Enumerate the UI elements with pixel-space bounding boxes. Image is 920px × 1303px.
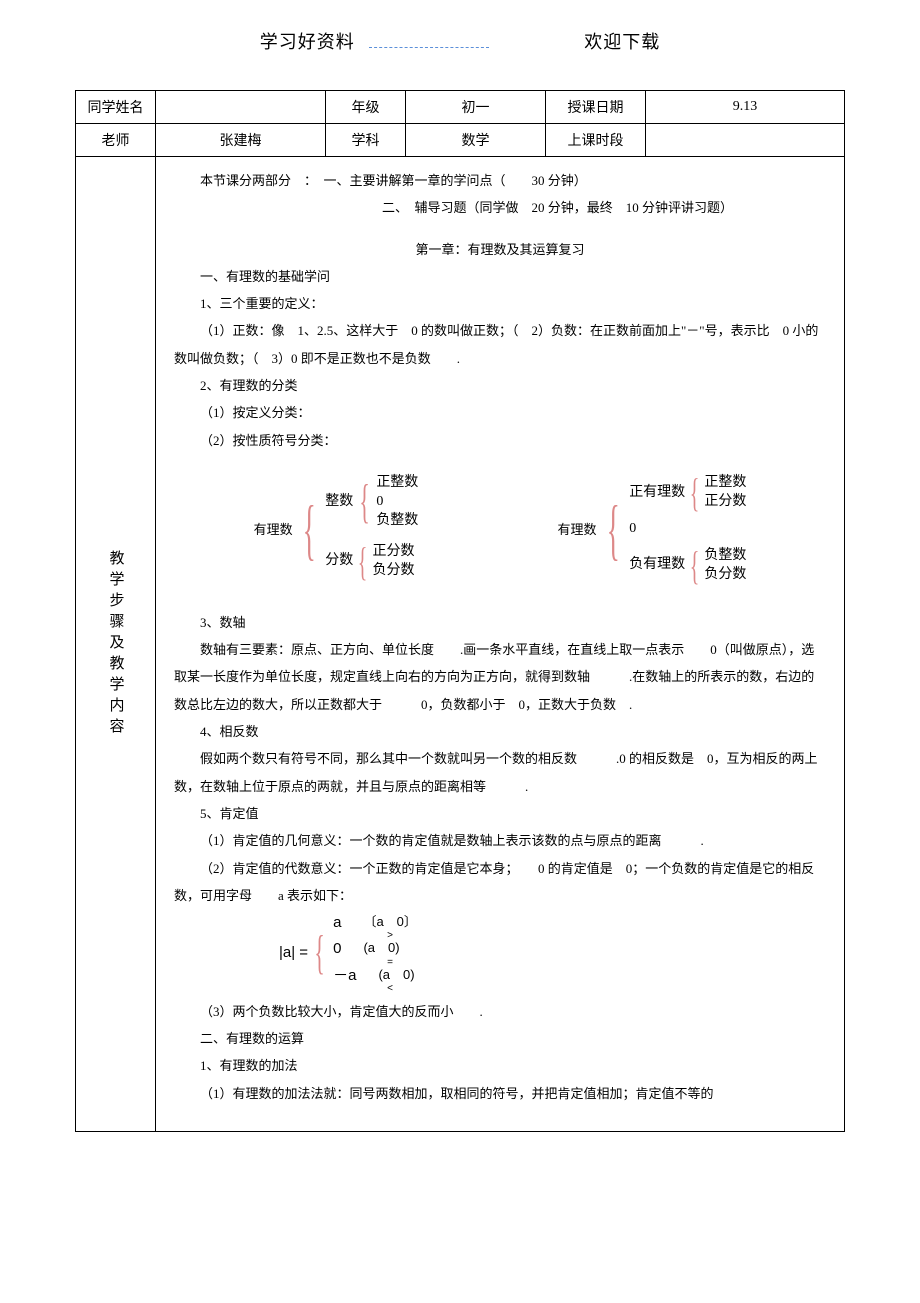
abs-r3v: －a [333, 966, 356, 986]
sec-1: 一、有理数的基础学问 [174, 263, 826, 290]
abs-cases: a〔a 0〕 > 0(a 0) = －a(a 0) < [333, 913, 417, 992]
label-time: 上课时段 [546, 124, 646, 157]
value-time [646, 124, 845, 157]
classification-trees: 有理数 { 整数 { 正整数 0 负整数 [174, 454, 826, 609]
value-teacher: 张建梅 [156, 124, 326, 157]
tree-2: 有理数 { 正有理数 { 正整数 正分数 0 负 [558, 466, 747, 593]
sec-1-2a: （1）按定义分类： [174, 399, 826, 426]
value-student [156, 91, 326, 124]
sec-1-2b: （2）按性质符号分类： [174, 427, 826, 454]
label-student: 同学姓名 [76, 91, 156, 124]
tree2-a2: 正分数 [704, 493, 746, 512]
tree1-b: 分数 [325, 552, 353, 571]
abs-r1c: 〔a 0〕 [363, 914, 416, 929]
tree2-level2: 正有理数 { 正整数 正分数 0 负有理数 { 负整数 [629, 466, 746, 593]
tree1-a1: 正整数 [376, 474, 418, 493]
abs-r1v: a [333, 913, 341, 933]
sec-1-3-text: 数轴有三要素：原点、正方向、单位长度 .画一条水平直线，在直线上取一点表示 0（… [174, 636, 826, 718]
abs-r3c: (a 0) [378, 967, 414, 982]
tree1-level2: 整数 { 正整数 0 负整数 分数 { 正分数 [325, 470, 418, 589]
header-left: 学习好资料 [260, 28, 365, 54]
tree1-root: 有理数 [254, 520, 293, 540]
intro-line-2: 二、 辅导习题（同学做 20 分钟，最终 10 分钟评讲习题） [174, 194, 826, 221]
tree2-b: 负有理数 [629, 556, 685, 575]
brace-icon: { [302, 506, 315, 554]
abs-r2v: 0 [333, 939, 341, 959]
intro-line-1: 本节课分两部分 ： 一、主要讲解第一章的学问点（ 30 分钟） [174, 167, 826, 194]
sec-1-4-text: 假如两个数只有符号不同，那么其中一个数就叫另一个数的相反数 .0 的相反数是 0… [174, 745, 826, 800]
tree2-b2: 负分数 [704, 566, 746, 585]
sec-1-5a: （1）肯定值的几何意义：一个数的肯定值就是数轴上表示该数的点与原点的距离 . [174, 827, 826, 854]
sec-2: 二、有理数的运算 [174, 1025, 826, 1052]
label-subject: 学科 [326, 124, 406, 157]
sec-1-2: 2、有理数的分类 [174, 372, 826, 399]
tree1-a3: 负整数 [376, 512, 418, 531]
value-subject: 数学 [406, 124, 546, 157]
sec-1-3: 3、数轴 [174, 609, 826, 636]
sec-1-1: 1、三个重要的定义： [174, 290, 826, 317]
sec-1-4: 4、相反数 [174, 718, 826, 745]
brace-icon: { [690, 466, 700, 520]
info-row-2: 老师 张建梅 学科 数学 上课时段 [76, 124, 845, 157]
brace-icon: { [690, 539, 700, 593]
value-grade: 初一 [406, 91, 546, 124]
chapter-title: 第一章：有理数及其运算复习 [174, 236, 826, 263]
label-teacher: 老师 [76, 124, 156, 157]
abs-r3s: < [387, 986, 393, 992]
dash-underline [369, 47, 489, 48]
sec-1-5c: （3）两个负数比较大小，肯定值大的反而小 . [174, 998, 826, 1025]
side-label-cell: 教学步骤及教学内容 [76, 157, 156, 1132]
abs-formula: |a| = { a〔a 0〕 > 0(a 0) = －a(a 0) < [174, 909, 826, 998]
sec-1-5: 5、肯定值 [174, 800, 826, 827]
brace-icon: { [358, 535, 368, 589]
abs-r2c: (a 0) [363, 940, 399, 955]
tree1-a: 整数 [325, 493, 353, 512]
header-right: 欢迎下载 [494, 28, 660, 54]
page-header: 学习好资料 欢迎下载 [0, 0, 920, 66]
tree1-a2: 0 [376, 493, 418, 512]
info-row-1: 同学姓名 年级 初一 授课日期 9.13 [76, 91, 845, 124]
label-date: 授课日期 [546, 91, 646, 124]
tree1-b2: 负分数 [372, 562, 414, 581]
tree2-root: 有理数 [558, 520, 597, 540]
sec-1-1-text: （1）正数：像 1、2.5、这样大于 0 的数叫做正数；（ 2）负数：在正数前面… [174, 317, 826, 372]
tree1-b1: 正分数 [372, 543, 414, 562]
content-row: 教学步骤及教学内容 本节课分两部分 ： 一、主要讲解第一章的学问点（ 30 分钟… [76, 157, 845, 1132]
tree2-b1: 负整数 [704, 547, 746, 566]
label-grade: 年级 [326, 91, 406, 124]
spacer [174, 222, 826, 236]
brace-icon: { [360, 470, 370, 535]
sec-2-1: 1、有理数的加法 [174, 1052, 826, 1079]
tree2-mid: 0 [629, 520, 746, 539]
content-cell: 本节课分两部分 ： 一、主要讲解第一章的学问点（ 30 分钟） 二、 辅导习题（… [156, 157, 845, 1132]
brace-icon: { [314, 936, 324, 970]
abs-lhs: |a| = [279, 937, 308, 969]
sec-2-1a: （1）有理数的加法法就：同号两数相加，取相同的符号，并把肯定值相加；肯定值不等的 [174, 1080, 826, 1107]
brace-icon: { [606, 506, 619, 554]
sec-1-5b: （2）肯定值的代数意义：一个正数的肯定值是它本身； 0 的肯定值是 0；一个负数… [174, 855, 826, 910]
tree2-a: 正有理数 [629, 484, 685, 503]
tree2-a1: 正整数 [704, 474, 746, 493]
tree-1: 有理数 { 整数 { 正整数 0 负整数 [254, 470, 419, 589]
value-date: 9.13 [646, 91, 845, 124]
lesson-table: 同学姓名 年级 初一 授课日期 9.13 老师 张建梅 学科 数学 上课时段 教… [75, 90, 845, 1132]
side-label: 教学步骤及教学内容 [104, 550, 128, 739]
